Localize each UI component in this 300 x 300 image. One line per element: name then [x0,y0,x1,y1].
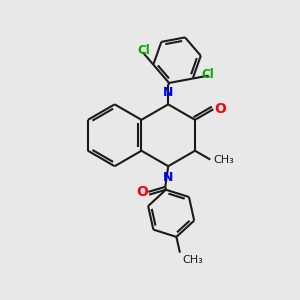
Text: N: N [163,86,173,99]
Text: CH₃: CH₃ [183,255,204,265]
Text: Cl: Cl [137,44,150,57]
Text: O: O [136,185,148,199]
Text: Cl: Cl [202,68,214,81]
Text: CH₃: CH₃ [213,154,234,165]
Text: O: O [214,102,226,116]
Text: N: N [163,172,173,184]
